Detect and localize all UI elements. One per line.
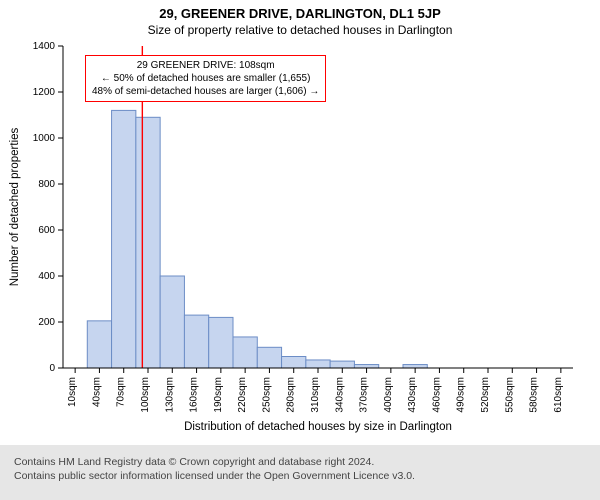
svg-text:490sqm: 490sqm <box>456 377 467 413</box>
svg-text:Number of detached properties: Number of detached properties <box>9 127 21 286</box>
svg-text:1000: 1000 <box>33 133 56 144</box>
svg-text:310sqm: 310sqm <box>310 377 321 413</box>
svg-text:610sqm: 610sqm <box>553 377 564 413</box>
svg-text:1200: 1200 <box>33 87 56 98</box>
svg-text:550sqm: 550sqm <box>504 377 515 413</box>
svg-text:250sqm: 250sqm <box>261 377 272 413</box>
svg-text:10sqm: 10sqm <box>67 377 78 407</box>
svg-text:460sqm: 460sqm <box>431 377 442 413</box>
svg-text:520sqm: 520sqm <box>480 377 491 413</box>
info-line-size: 29 GREENER DRIVE: 108sqm <box>92 59 319 72</box>
svg-text:160sqm: 160sqm <box>189 377 200 413</box>
svg-text:100sqm: 100sqm <box>140 377 151 413</box>
svg-text:190sqm: 190sqm <box>213 377 224 413</box>
svg-text:280sqm: 280sqm <box>286 377 297 413</box>
svg-text:220sqm: 220sqm <box>237 377 248 413</box>
page-title: 29, GREENER DRIVE, DARLINGTON, DL1 5JP <box>0 0 600 21</box>
svg-text:0: 0 <box>49 363 55 374</box>
svg-text:40sqm: 40sqm <box>91 377 102 407</box>
svg-text:70sqm: 70sqm <box>116 377 127 407</box>
attribution-line1: Contains HM Land Registry data © Crown c… <box>14 455 586 469</box>
svg-text:1400: 1400 <box>33 41 56 52</box>
info-line-smaller: ← 50% of detached houses are smaller (1,… <box>92 72 319 85</box>
property-info-box: 29 GREENER DRIVE: 108sqm ← 50% of detach… <box>85 55 326 102</box>
attribution-line2: Contains public sector information licen… <box>14 469 586 483</box>
svg-text:580sqm: 580sqm <box>529 377 540 413</box>
svg-text:430sqm: 430sqm <box>407 377 418 413</box>
attribution-footer: Contains HM Land Registry data © Crown c… <box>0 445 600 500</box>
svg-text:Distribution of detached house: Distribution of detached houses by size … <box>184 421 452 433</box>
svg-text:200: 200 <box>38 317 55 328</box>
svg-text:400sqm: 400sqm <box>383 377 394 413</box>
info-line-larger: 48% of semi-detached houses are larger (… <box>92 85 319 98</box>
chart-subtitle: Size of property relative to detached ho… <box>0 23 600 37</box>
svg-text:340sqm: 340sqm <box>334 377 345 413</box>
svg-text:130sqm: 130sqm <box>164 377 175 413</box>
svg-text:800: 800 <box>38 179 55 190</box>
svg-text:600: 600 <box>38 225 55 236</box>
svg-text:400: 400 <box>38 271 55 282</box>
svg-text:370sqm: 370sqm <box>359 377 370 413</box>
